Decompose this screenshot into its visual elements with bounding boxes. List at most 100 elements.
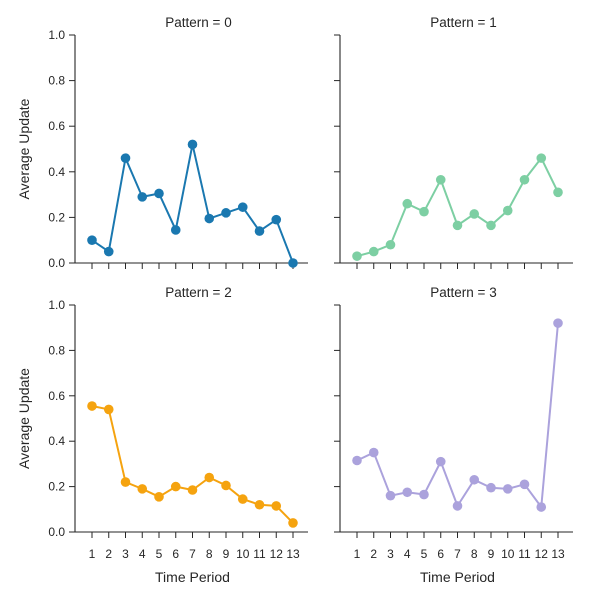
data-point [452, 501, 463, 511]
data-point [237, 202, 248, 212]
data-point [103, 246, 114, 257]
data-point [435, 456, 446, 467]
data-point [519, 479, 530, 490]
data-point [486, 220, 496, 231]
x-axis-label: Time Period [420, 569, 495, 585]
x-tick-label: 1 [89, 547, 96, 561]
x-tick-label: 2 [370, 547, 377, 561]
x-tick-label: 1 [354, 547, 361, 561]
data-point [352, 455, 362, 466]
data-point [87, 235, 97, 245]
data-point [271, 501, 282, 511]
panel-1: Pattern = 1 [334, 15, 573, 269]
data-point [502, 484, 513, 494]
series-line [356, 323, 559, 509]
data-point [469, 209, 480, 219]
y-tick-label: 0.8 [48, 74, 65, 88]
data-point [419, 489, 429, 500]
x-tick-label: 5 [156, 547, 163, 561]
data-point [204, 472, 215, 483]
data-point [237, 494, 248, 504]
y-tick-label: 0.2 [48, 480, 65, 494]
x-tick-label: 7 [189, 547, 196, 561]
x-tick-label: 6 [172, 547, 179, 561]
data-point [87, 401, 97, 411]
panel-2: Pattern = 20.00.20.40.60.81.01 2 3 4 5 6 7 8 9 10… [16, 285, 308, 585]
data-point [469, 474, 480, 485]
data-point [519, 174, 530, 185]
data-point [502, 205, 513, 216]
x-tick-label: 11 [253, 547, 266, 561]
panel-0: Pattern = 0 0.0 0.2 0.4 0.6 0.8 1.0 Average Upd… [16, 15, 308, 270]
data-point [352, 251, 362, 261]
x-tick-label: 8 [206, 547, 213, 561]
data-point [254, 499, 265, 510]
data-point [419, 206, 429, 217]
x-tick-label: 3 [122, 547, 129, 561]
y-tick-label: 0.4 [48, 165, 65, 179]
x-tick-label: 12 [270, 547, 284, 561]
y-tick-label: 0.0 [48, 525, 65, 539]
data-point [137, 192, 148, 202]
data-point [553, 318, 563, 328]
y-axis-label: Average Update [16, 368, 32, 469]
data-point [254, 226, 265, 236]
data-point [137, 484, 148, 494]
data-point [402, 198, 413, 209]
data-point [368, 246, 379, 257]
data-point [536, 502, 547, 512]
data-point [170, 225, 181, 235]
data-point [271, 214, 282, 225]
x-tick-label: 13 [551, 547, 565, 561]
data-point [536, 153, 547, 163]
data-point [288, 518, 298, 528]
y-tick-label: 0.8 [48, 343, 65, 357]
x-tick-label: 7 [454, 547, 461, 561]
data-point [288, 258, 298, 268]
panel-title: Pattern = 1 [430, 15, 496, 30]
data-point [103, 404, 114, 415]
data-point [385, 239, 396, 250]
y-tick-label: 0.6 [48, 389, 65, 403]
x-tick-label: 3 [387, 547, 394, 561]
x-tick-label: 5 [421, 547, 428, 561]
x-tick-label: 6 [437, 547, 444, 561]
data-point [368, 447, 379, 458]
x-tick-label: 11 [518, 547, 531, 561]
panel-title: Pattern = 3 [430, 285, 496, 300]
x-tick-label: 4 [139, 547, 146, 561]
data-point [204, 213, 215, 224]
y-tick-label: 0.6 [48, 119, 65, 133]
series-line [91, 143, 294, 264]
data-point [154, 188, 164, 199]
x-tick-label: 12 [535, 547, 549, 561]
x-tick-label: 4 [404, 547, 411, 561]
x-tick-label: 8 [471, 547, 478, 561]
data-point [187, 485, 198, 495]
x-tick-label: 9 [223, 547, 230, 561]
data-point [120, 153, 131, 163]
y-tick-label: 1.0 [48, 28, 65, 42]
data-point [221, 208, 231, 218]
y-tick-label: 1.0 [48, 298, 65, 312]
data-point [452, 220, 463, 231]
data-point [385, 490, 396, 501]
x-tick-label: 2 [105, 547, 112, 561]
x-tick-label: 13 [286, 547, 300, 561]
panel-title: Pattern = 2 [165, 285, 231, 300]
data-point [170, 481, 181, 492]
data-point [221, 480, 231, 491]
y-tick-label: 0.2 [48, 210, 65, 224]
y-axis-label: Average Update [16, 98, 32, 199]
data-point [187, 139, 198, 150]
x-tick-label: 9 [488, 547, 495, 561]
x-axis-label: Time Period [155, 569, 230, 585]
y-tick-label: 0.0 [48, 256, 65, 270]
data-point [120, 477, 131, 487]
x-tick-label: 10 [236, 547, 250, 561]
y-tick-label: 0.4 [48, 434, 65, 448]
data-point [486, 482, 496, 493]
